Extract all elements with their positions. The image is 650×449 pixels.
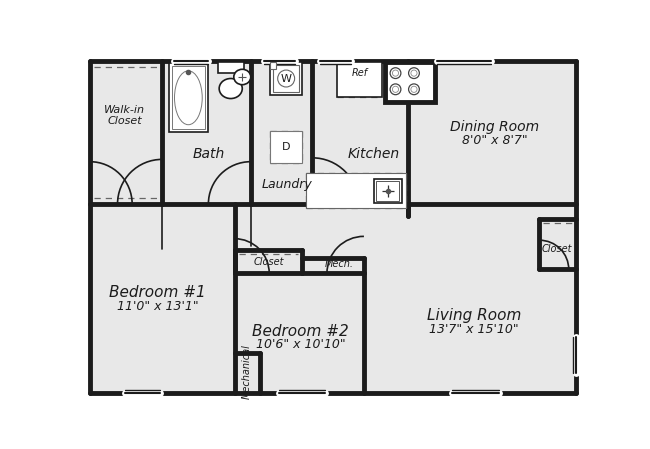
- Bar: [273, 66, 299, 92]
- Text: Kitchen: Kitchen: [348, 147, 400, 161]
- Bar: [169, 63, 207, 132]
- Bar: [218, 62, 244, 73]
- Circle shape: [393, 70, 398, 76]
- Text: Bedroom #1: Bedroom #1: [109, 285, 206, 300]
- Text: Walk-in
Closet: Walk-in Closet: [104, 105, 145, 126]
- Circle shape: [409, 84, 419, 95]
- Text: Bath: Bath: [192, 147, 224, 161]
- Circle shape: [393, 86, 398, 92]
- Text: Living Room: Living Room: [427, 308, 521, 323]
- Bar: [337, 62, 382, 97]
- Circle shape: [390, 68, 401, 79]
- Ellipse shape: [219, 79, 242, 98]
- Bar: [385, 62, 435, 101]
- Circle shape: [411, 86, 417, 92]
- Text: Mechanical: Mechanical: [242, 344, 252, 399]
- Bar: [270, 62, 302, 95]
- Bar: [306, 173, 406, 208]
- Text: 8'0" x 8'7": 8'0" x 8'7": [462, 134, 528, 147]
- Ellipse shape: [278, 70, 294, 87]
- Text: Ref: Ref: [351, 68, 367, 78]
- Text: W: W: [281, 74, 292, 84]
- Text: Mech.: Mech.: [325, 259, 354, 269]
- Bar: [376, 181, 399, 201]
- Text: D: D: [282, 142, 291, 152]
- Circle shape: [390, 84, 401, 95]
- Text: Dining Room: Dining Room: [450, 120, 540, 134]
- Circle shape: [409, 68, 419, 79]
- Text: Bedroom #2: Bedroom #2: [252, 324, 349, 339]
- Bar: [270, 131, 302, 163]
- Text: Laundry: Laundry: [261, 178, 312, 191]
- Circle shape: [411, 70, 417, 76]
- Bar: [270, 62, 276, 69]
- Ellipse shape: [234, 69, 251, 85]
- Text: Closet: Closet: [541, 244, 572, 254]
- Bar: [172, 66, 205, 129]
- Ellipse shape: [174, 71, 202, 125]
- Text: Closet: Closet: [254, 257, 285, 267]
- Text: 11'0" x 13'1": 11'0" x 13'1": [117, 300, 198, 313]
- Bar: [374, 179, 402, 203]
- Text: 13'7" x 15'10": 13'7" x 15'10": [429, 323, 519, 336]
- Text: 10'6" x 10'10": 10'6" x 10'10": [256, 339, 346, 352]
